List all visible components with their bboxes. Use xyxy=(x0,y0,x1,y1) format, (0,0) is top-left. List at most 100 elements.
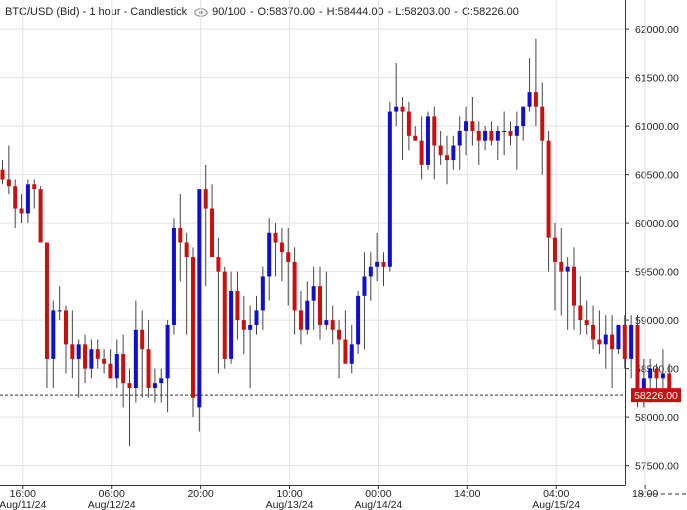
symbol-label: BTC/USD (Bid) - 1 hour - Candlestick xyxy=(5,6,188,18)
candle-body xyxy=(159,378,164,384)
candle-body xyxy=(419,140,424,165)
candle-body xyxy=(349,344,354,364)
x-tick-label: 04:00 xyxy=(543,488,569,500)
candle-body xyxy=(546,140,551,238)
y-tick-label: 62000.00 xyxy=(635,24,679,36)
candle-body xyxy=(375,261,380,267)
x-tick-label: 14:00 xyxy=(454,488,480,500)
candle-body xyxy=(337,329,342,340)
candle-body xyxy=(432,116,437,146)
candle-body xyxy=(514,126,519,136)
candle-body xyxy=(254,310,259,325)
candle-body xyxy=(381,261,386,267)
candle-body xyxy=(292,261,297,311)
close-value: C:58226.00 xyxy=(461,6,519,18)
candle-body xyxy=(343,339,348,364)
candle-body xyxy=(19,208,24,214)
candle-body xyxy=(197,189,202,408)
x-tick-date-label: Aug/12/24 xyxy=(88,499,136,510)
y-tick-label: 60000.00 xyxy=(635,218,679,230)
candle-body xyxy=(286,252,291,262)
candle-body xyxy=(178,227,183,243)
y-tick-label: 60500.00 xyxy=(635,170,679,182)
candle-body xyxy=(311,286,316,301)
candle-body xyxy=(438,145,443,156)
candle-body xyxy=(502,130,507,132)
open-value: O:58370.00 xyxy=(257,6,316,18)
candle-body xyxy=(610,334,615,350)
candle-body xyxy=(667,373,672,396)
candle-body xyxy=(324,320,329,325)
candle-body xyxy=(508,130,513,136)
candle-body xyxy=(95,349,100,359)
candle-body xyxy=(603,334,608,345)
candle-body xyxy=(260,276,265,311)
candle-body xyxy=(89,349,94,369)
candle-body xyxy=(127,383,132,388)
candle-body xyxy=(248,324,253,330)
candle-body xyxy=(51,310,56,359)
candle-body xyxy=(356,295,361,345)
candle-body xyxy=(114,354,119,379)
candle-body xyxy=(445,155,449,161)
candle-body xyxy=(108,363,113,379)
candle-body xyxy=(584,320,589,325)
candle-body xyxy=(222,271,227,359)
candle-body xyxy=(413,135,418,141)
candle-body xyxy=(279,242,284,253)
candle-body xyxy=(362,276,367,296)
candle-body xyxy=(489,130,494,141)
candle-body xyxy=(305,300,310,330)
candle-body xyxy=(83,344,88,369)
candle-body xyxy=(241,320,246,330)
candle-body xyxy=(32,184,37,190)
y-tick-label: 57500.00 xyxy=(635,461,679,473)
y-tick-label: 61000.00 xyxy=(635,121,679,133)
y-tick-label: 58000.00 xyxy=(635,412,679,424)
high-value: H:58444.00 xyxy=(326,6,384,18)
candle-body xyxy=(38,189,43,243)
x-tick-label: 16:00 xyxy=(10,488,36,500)
candle-body xyxy=(25,184,30,214)
y-tick-label: 59000.00 xyxy=(635,315,679,327)
candle-body xyxy=(406,111,411,136)
candle-body xyxy=(6,179,11,187)
candle-body xyxy=(229,291,234,359)
candle-body xyxy=(660,373,665,379)
x-tick-label: 06:00 xyxy=(99,488,125,500)
candle-body xyxy=(13,186,18,209)
candle-body xyxy=(654,368,659,379)
candle-body xyxy=(102,358,107,364)
x-tick-date-label: Aug/14/24 xyxy=(354,499,402,510)
candle-body xyxy=(210,208,215,258)
candle-body xyxy=(597,339,602,345)
candle-body xyxy=(387,111,392,267)
candle-body xyxy=(184,242,189,258)
chart-header: BTC/USD (Bid) - 1 hour - Candlestick 90/… xyxy=(5,6,519,18)
x-tick-date-label: Aug/11/24 xyxy=(0,499,47,510)
visibility-value: 90/100 xyxy=(212,6,246,18)
last-price-label: 58226.00 xyxy=(634,390,678,402)
candle-body xyxy=(648,368,653,379)
x-tick-label: 20:00 xyxy=(187,488,213,500)
candle-body xyxy=(400,106,405,112)
candle-body xyxy=(616,324,621,350)
candle-body xyxy=(203,189,208,209)
candle-body xyxy=(578,305,583,321)
candle-body xyxy=(191,257,195,398)
candle-body xyxy=(133,329,138,388)
candle-body xyxy=(171,227,176,325)
candle-body xyxy=(44,242,49,359)
candle-body xyxy=(394,106,399,112)
candle-body xyxy=(298,310,303,330)
candle-body xyxy=(572,266,576,306)
y-tick-label: 59500.00 xyxy=(635,267,679,279)
candle-body xyxy=(368,266,373,277)
candle-body xyxy=(495,130,500,141)
candle-body xyxy=(451,145,456,161)
candle-body xyxy=(559,261,564,272)
candle-body xyxy=(165,324,170,379)
candle-body xyxy=(318,286,322,325)
candle-body xyxy=(57,310,62,312)
